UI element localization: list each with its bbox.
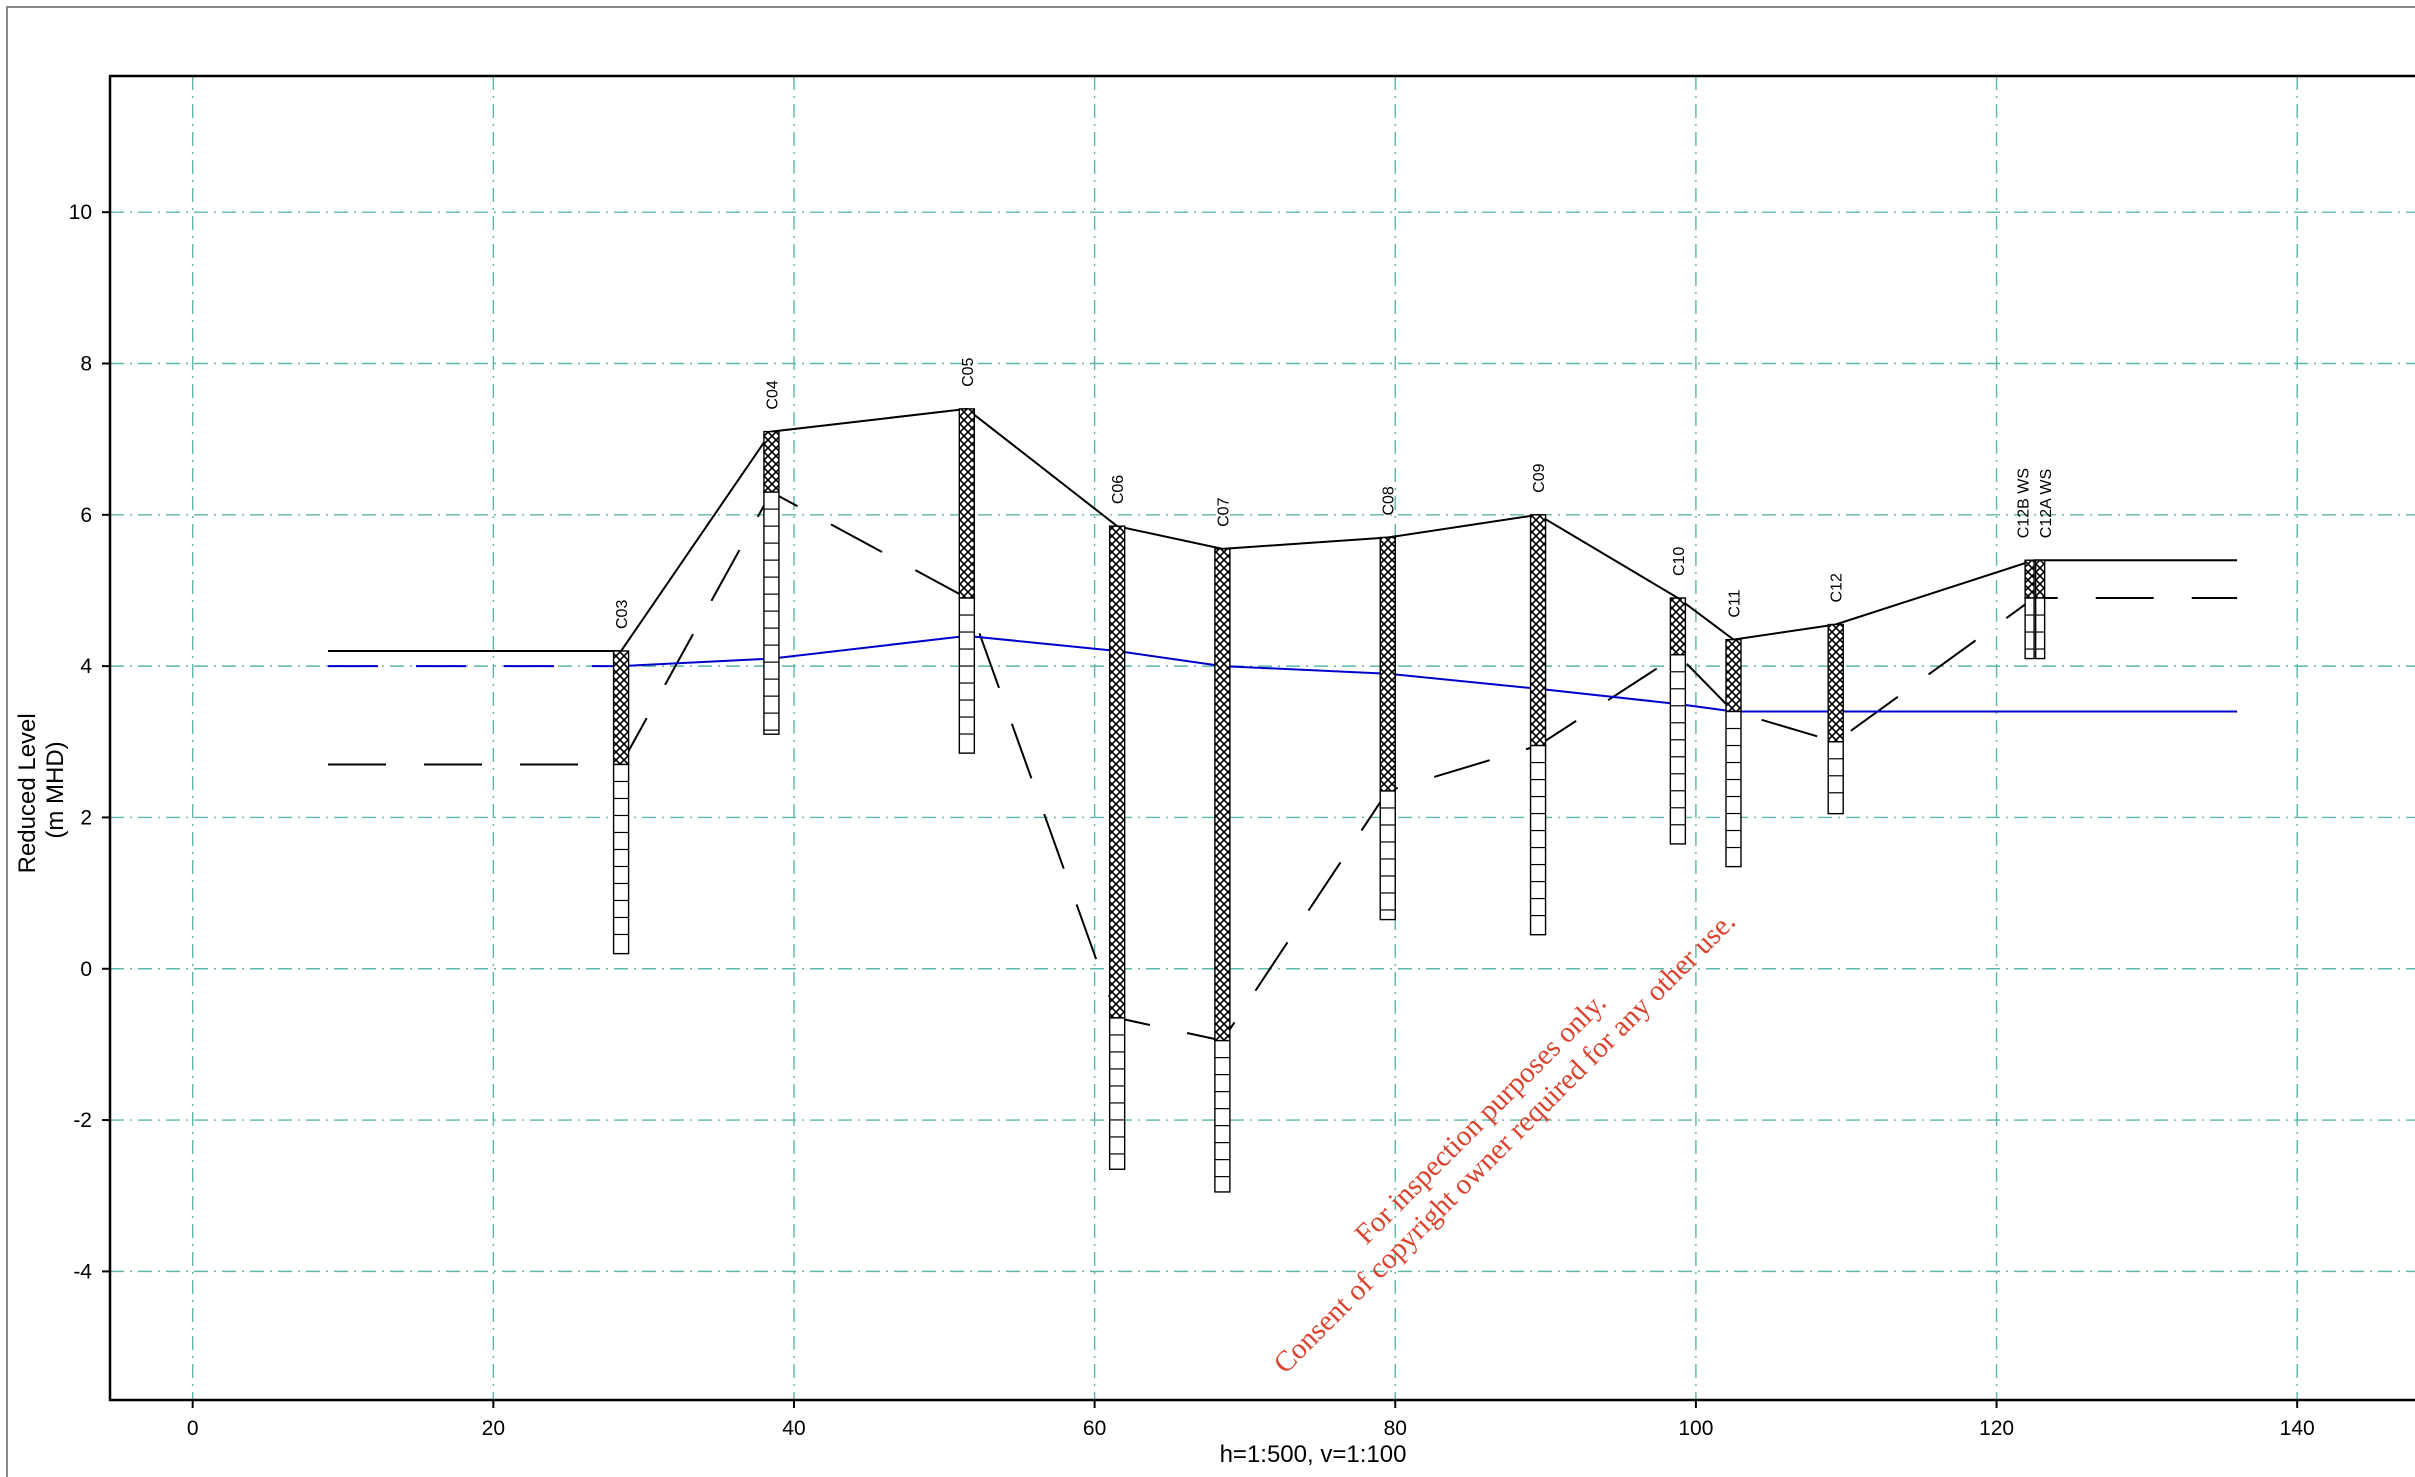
borehole-hatched-section [958,408,976,599]
borehole-hatched-section [1827,623,1844,743]
borehole-lower-section [1725,710,1742,868]
borehole-label: C12 [1829,573,1846,602]
x-tick-label: 60 [1083,1417,1106,1440]
borehole-label: C09 [1531,463,1548,492]
watermark: For inspection purposes only. Consent of… [1268,906,1742,1380]
series-line-2-mid [621,634,1734,713]
axis-ticks: 0 20 40 60 80 100 120 140 -4 -2 0 2 4 6 8 10 [69,201,2315,1440]
borehole-c07: C07 [1214,497,1232,1193]
y-tick-label: 4 [80,655,92,678]
borehole-label: C11 [1726,589,1743,617]
watermark-line-1: For inspection purposes only. [1349,987,1613,1251]
borehole-label: C07 [1215,497,1232,526]
x-tick-label: 100 [1678,1417,1713,1440]
x-axis-label: h=1:500, v=1:100 [1220,1441,1407,1468]
borehole-c04: C04 [763,380,781,735]
y-tick-label: 2 [80,806,92,829]
y-tick-label: 10 [69,201,92,224]
borehole-label: C03 [614,600,631,629]
borehole-hatched-section [2024,559,2035,599]
borehole-lower-section [958,597,976,754]
boreholes: C03 C04 C05 C06 C07 C08 C09 C10 C11 C12 C12B WS C12… [612,357,2055,1193]
borehole-c05: C05 [958,357,977,754]
x-tick-label: 0 [187,1417,199,1440]
borehole-hatched-section [1669,597,1687,656]
borehole-hatched-section [2034,559,2046,599]
borehole-c06: C06 [1108,475,1127,1170]
borehole-hatched-section [1379,536,1396,792]
y-tick-label: -4 [73,1260,92,1283]
borehole-hatched-section [1214,548,1231,1042]
sheet-frame [6,6,2415,1477]
borehole-lower-section [1529,744,1547,936]
borehole-label: C08 [1381,486,1398,515]
borehole-label: C10 [1671,547,1688,576]
y-tick-label: 0 [80,958,92,981]
borehole-c08: C08 [1379,486,1398,921]
y-tick-label: 6 [80,504,92,527]
borehole-c12a-ws: C12A WS [2034,469,2055,660]
watermark-line-2: Consent of copyright owner required for … [1268,906,1742,1380]
x-tick-label: 80 [1384,1417,1407,1440]
borehole-lower-section [1827,741,1844,815]
x-tick-label: 40 [782,1417,805,1440]
borehole-c11: C11 [1725,589,1743,868]
borehole-lower-section [612,763,630,955]
x-tick-label: 120 [1979,1417,2014,1440]
y-tick-label: -2 [73,1109,92,1132]
borehole-label: C05 [960,357,977,386]
y-tick-label: 8 [80,352,92,375]
borehole-lower-section [763,491,780,735]
borehole-hatched-section [1108,525,1126,1019]
borehole-hatched-section [1529,514,1547,747]
x-tick-label: 20 [482,1417,505,1440]
borehole-hatched-section [1725,638,1742,713]
borehole-label: C04 [764,380,781,409]
borehole-lower-section [2024,597,2035,660]
borehole-c09: C09 [1529,463,1548,936]
borehole-lower-section [1108,1017,1126,1170]
borehole-c03: C03 [612,600,631,955]
borehole-lower-section [1669,654,1687,845]
borehole-lower-section [1379,790,1396,921]
borehole-c12b-ws: C12B WS [2016,468,2035,660]
borehole-lower-section [2034,597,2046,660]
borehole-label: C12A WS [2038,469,2055,538]
grid [110,76,2415,1400]
y-axis-label-line-1: Reduced Level [14,713,41,873]
plot-frame [108,74,2415,1402]
borehole-lower-section [1214,1039,1231,1193]
borehole-label: C06 [1110,475,1127,504]
borehole-c12: C12 [1827,573,1846,815]
borehole-c10: C10 [1669,547,1688,845]
borehole-hatched-section [612,650,630,766]
borehole-hatched-section [763,430,780,493]
borehole-label: C12B WS [2016,468,2033,538]
x-tick-label: 140 [2280,1417,2315,1440]
y-axis-label-line-2: (m MHD) [42,741,69,838]
y-axis-label: Reduced Level (m MHD) [14,707,69,874]
